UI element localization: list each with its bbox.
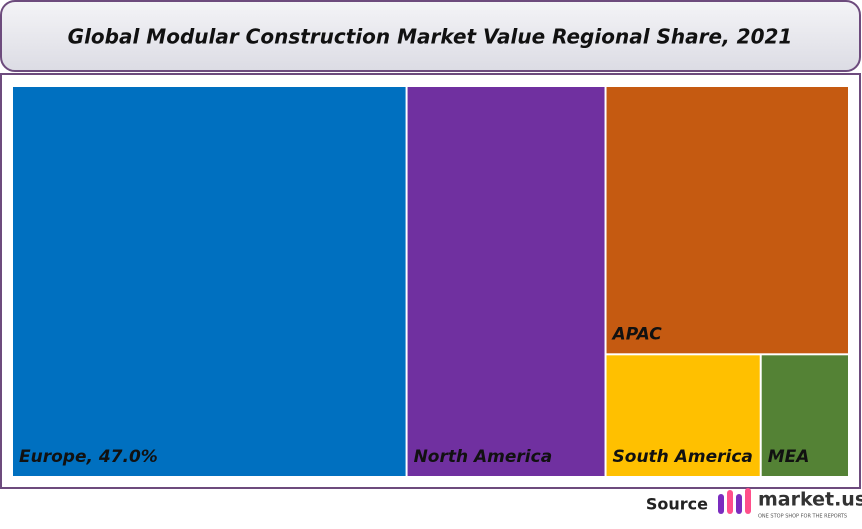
tile-label: APAC xyxy=(611,324,663,344)
logo-bar xyxy=(727,490,733,514)
source-label: Source xyxy=(646,495,708,514)
tile xyxy=(13,87,406,476)
chart-title: Global Modular Construction Market Value… xyxy=(68,25,793,49)
tile-label: MEA xyxy=(768,447,810,467)
tile xyxy=(761,355,848,476)
logo-bar xyxy=(736,494,742,514)
tile-label: North America xyxy=(414,447,553,467)
tile-label: South America xyxy=(613,447,753,467)
treemap: Europe, 47.0% North America APAC South Amer… xyxy=(13,87,848,476)
logo-bar xyxy=(718,494,724,514)
logo: market.us ONE STOP SHOP FOR THE REPORTS xyxy=(718,488,862,520)
brand: market.us xyxy=(758,489,862,511)
tile xyxy=(606,87,848,354)
title-box xyxy=(0,0,861,72)
tile-label: Europe, 47.0% xyxy=(19,447,158,467)
logo-bar xyxy=(745,488,751,514)
tagline: ONE STOP SHOP FOR THE REPORTS xyxy=(758,514,847,520)
tile xyxy=(606,355,760,476)
tile xyxy=(407,87,605,476)
